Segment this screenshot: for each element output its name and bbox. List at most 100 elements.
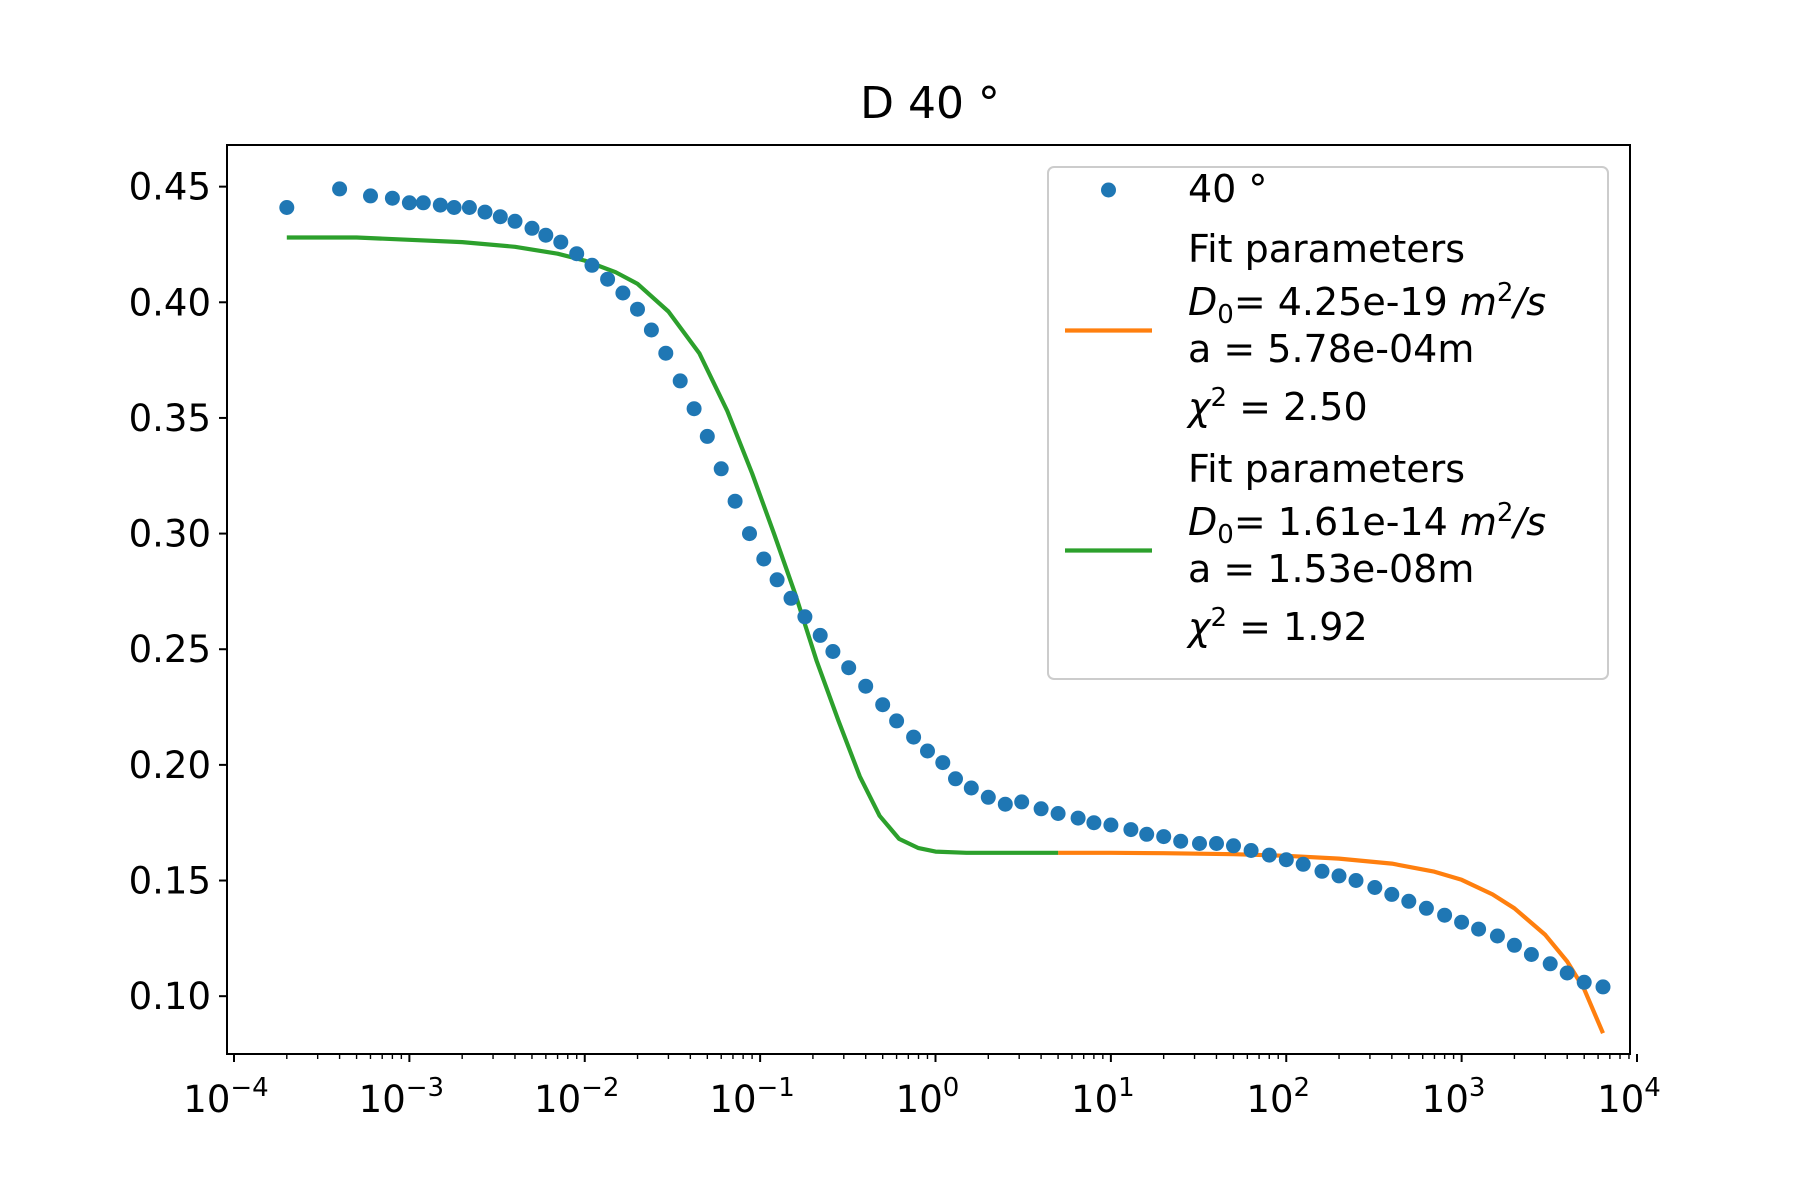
data-point: [1489, 928, 1505, 944]
x-tick-label: 103: [1422, 1073, 1486, 1121]
data-point: [906, 729, 922, 745]
data-point: [1348, 873, 1364, 888]
legend-text: χ2 = 1.92: [1186, 603, 1368, 649]
data-point: [858, 678, 874, 694]
data-point: [1367, 880, 1383, 895]
data-point: [643, 322, 659, 338]
data-point: [920, 743, 935, 759]
data-point: [742, 526, 757, 542]
data-point: [997, 796, 1013, 812]
y-tick-label: 0.30: [129, 513, 211, 556]
y-tick-label: 0.20: [129, 744, 211, 787]
plot-frame: [226, 144, 1631, 1055]
data-point: [658, 345, 674, 361]
data-point: [686, 401, 702, 417]
data-point: [1156, 829, 1172, 845]
data-point: [477, 204, 493, 220]
data-point: [363, 188, 378, 204]
legend-text: D0= 4.25e-19 m2/s: [1188, 278, 1546, 330]
y-tick-label: 0.40: [129, 281, 211, 324]
y-tick-label: 0.15: [129, 860, 211, 903]
data-point: [432, 197, 448, 213]
x-tick-label: 10−3: [359, 1073, 444, 1121]
chart-title: D 40 °: [860, 78, 1000, 129]
data-point: [1384, 886, 1400, 902]
legend-marker: [1101, 182, 1116, 198]
data-point: [446, 200, 462, 215]
data-point: [1576, 974, 1592, 990]
x-tick-label: 10−2: [534, 1073, 619, 1121]
data-point: [812, 627, 828, 643]
data-point: [524, 220, 540, 236]
x-tick-label: 102: [1246, 1073, 1310, 1121]
data-point: [401, 195, 417, 211]
data-point: [1523, 947, 1539, 962]
data-point: [1123, 822, 1139, 838]
data-point: [1173, 833, 1189, 849]
data-point: [332, 181, 348, 197]
data-point: [1595, 979, 1611, 995]
legend-text: D0= 1.61e-14 m2/s: [1188, 498, 1546, 550]
axis-ticks: 0.10 0.15 0.20 0.25 0.30 0.35 0.40 0.45 10−4 10−3…: [129, 166, 1661, 1121]
legend-text: Fit parameters: [1188, 227, 1465, 271]
data-point: [415, 195, 431, 211]
data-point: [1103, 817, 1119, 833]
data-point: [980, 789, 996, 805]
data-point: [1050, 806, 1066, 821]
x-tick-label: 104: [1597, 1073, 1661, 1121]
x-tick-label: 10−4: [183, 1073, 268, 1121]
data-point: [384, 190, 400, 206]
data-point: [783, 590, 799, 606]
data-point: [1070, 810, 1086, 826]
legend-text: 40 °: [1188, 167, 1267, 211]
y-tick-label: 0.10: [129, 975, 211, 1018]
data-point: [1243, 843, 1259, 858]
data-point: [1261, 847, 1277, 863]
data-point: [1542, 956, 1558, 972]
fit-lines: [286, 235, 1605, 1035]
data-point: [1314, 863, 1330, 879]
legend-text: a = 1.53e-08m: [1188, 547, 1474, 591]
data-point: [825, 644, 841, 659]
data-point: [1418, 900, 1434, 916]
y-tick-label: 0.25: [129, 628, 211, 671]
data-point: [1471, 921, 1487, 937]
data-point: [841, 660, 857, 676]
legend-text: χ2 = 2.50: [1186, 383, 1368, 429]
legend: 40 ° Fit parameters D0= 4.25e-19 m2/sa = 5…: [1047, 166, 1609, 680]
y-tick-label: 0.45: [129, 166, 211, 209]
data-point: [1559, 965, 1575, 981]
data-point: [461, 200, 477, 215]
data-point: [769, 572, 785, 588]
data-point: [727, 493, 743, 509]
data-point: [507, 213, 523, 229]
data-point: [672, 373, 688, 389]
data-point: [756, 551, 772, 567]
data-point: [1437, 907, 1453, 923]
data-point: [935, 755, 951, 771]
data-point: [1278, 852, 1294, 868]
fit-line-2: [286, 235, 1059, 855]
data-points: [279, 181, 1611, 995]
data-point: [699, 428, 715, 444]
data-point: [1454, 914, 1470, 930]
data-point: [553, 234, 569, 250]
data-point: [538, 227, 554, 243]
data-point: [1331, 868, 1347, 884]
y-tick-label: 0.35: [129, 397, 211, 440]
data-point: [1033, 801, 1049, 817]
data-point: [1086, 815, 1102, 831]
data-point: [1139, 826, 1155, 842]
data-point: [615, 285, 631, 301]
legend-box: [1047, 166, 1609, 680]
legend-text: a = 5.78e-04m: [1188, 327, 1474, 371]
data-point: [1401, 893, 1417, 909]
data-point: [1295, 856, 1311, 872]
data-point: [963, 780, 979, 796]
data-point: [1506, 937, 1522, 953]
x-tick-label: 10−1: [709, 1073, 794, 1121]
data-point: [279, 200, 295, 215]
data-point: [875, 697, 891, 713]
data-point: [713, 461, 729, 477]
